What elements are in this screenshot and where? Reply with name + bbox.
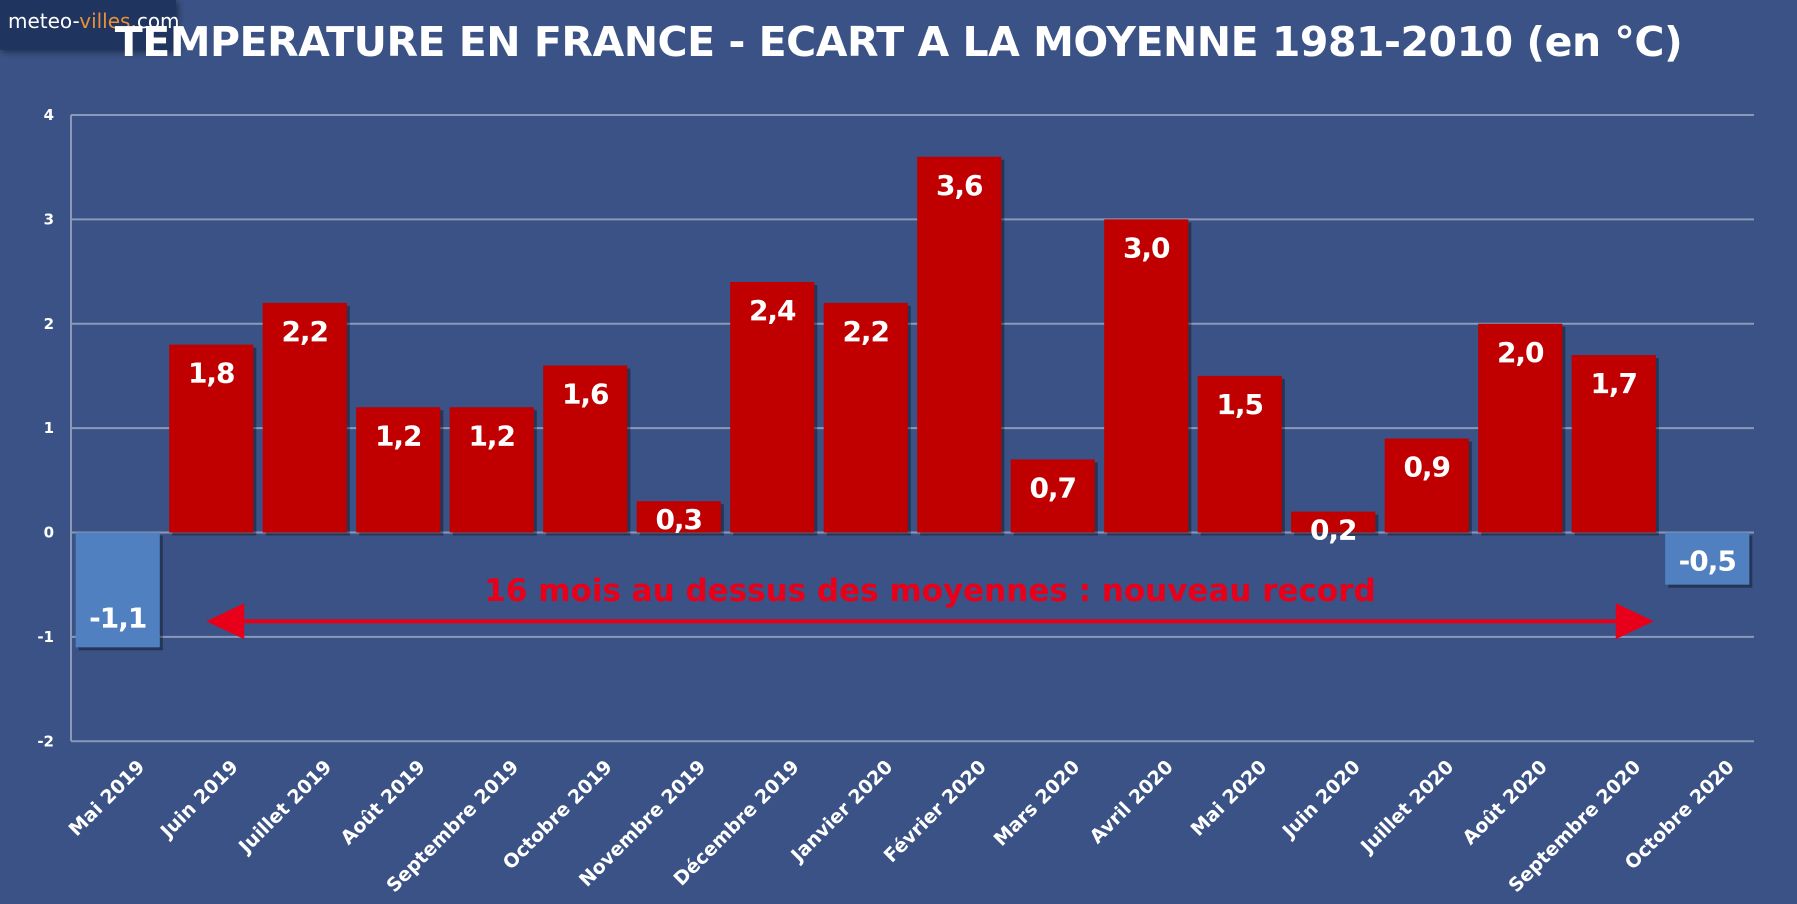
bars xyxy=(75,156,1753,651)
bar-value-label: -0,5 xyxy=(1679,545,1736,578)
bar xyxy=(75,532,160,648)
bar xyxy=(1197,375,1282,533)
x-tick-label: Juin 2020 xyxy=(1277,756,1365,844)
x-tick-label: Juillet 2020 xyxy=(1355,756,1458,859)
bar xyxy=(262,302,347,533)
x-tick-label: Août 2019 xyxy=(337,756,430,849)
logo-text-part2: villes xyxy=(79,9,131,33)
x-tick-label: Avril 2020 xyxy=(1086,756,1178,848)
bar xyxy=(1571,355,1656,533)
logo-text-part1: meteo- xyxy=(8,9,80,33)
x-tick-label: Juillet 2019 xyxy=(233,756,336,859)
y-tick-label: -2 xyxy=(37,732,54,750)
arrow-head-right xyxy=(1615,603,1654,640)
bar-value-label: 2,4 xyxy=(749,294,796,327)
bar xyxy=(1384,438,1469,533)
bar-value-label: 0,7 xyxy=(1029,471,1076,504)
y-tick-label: -1 xyxy=(37,628,54,646)
bar xyxy=(917,156,1002,533)
bar-value-label: 1,2 xyxy=(375,419,422,452)
bar-value-label: 3,6 xyxy=(936,169,983,202)
bar-value-label: 3,0 xyxy=(1123,231,1170,264)
annotation: 16 mois au dessus des moyennes : nouveau… xyxy=(206,573,1654,640)
chart-title: TEMPERATURE EN FRANCE - ECART A LA MOYEN… xyxy=(114,18,1683,66)
bar xyxy=(636,501,721,533)
annotation-text: 16 mois au dessus des moyennes : nouveau… xyxy=(484,573,1375,609)
bar-value-label: 0,2 xyxy=(1310,514,1357,547)
y-tick-label: 0 xyxy=(44,524,54,542)
y-axis-ticks: -2 -1 0 1 2 3 4 xyxy=(37,106,54,750)
arrow-head-left xyxy=(206,603,245,640)
bar-value-label: 0,9 xyxy=(1403,451,1450,484)
bar-value-label: 1,5 xyxy=(1216,388,1263,421)
bar-value-label: 0,3 xyxy=(655,503,702,536)
x-tick-label: Février 2020 xyxy=(880,756,991,867)
bar xyxy=(169,344,254,533)
logo-text-part3: .com xyxy=(130,9,180,33)
bar-value-label: 2,2 xyxy=(842,315,889,348)
bar xyxy=(449,407,534,533)
bar xyxy=(1665,532,1750,585)
x-tick-label: Mai 2020 xyxy=(1187,756,1272,841)
bar xyxy=(543,365,628,533)
x-tick-label: Mars 2020 xyxy=(990,756,1085,851)
y-tick-label: 4 xyxy=(44,106,54,124)
grid-lines xyxy=(70,114,1754,743)
x-tick-label: Août 2020 xyxy=(1459,756,1552,849)
bar xyxy=(1291,511,1376,533)
bar-value-label: 1,8 xyxy=(188,357,235,390)
site-logo[interactable]: meteo-villes.com xyxy=(0,0,180,50)
bar xyxy=(730,282,815,533)
bar xyxy=(1478,323,1563,533)
x-tick-label: Mai 2019 xyxy=(65,756,150,841)
bar xyxy=(356,407,441,533)
y-tick-label: 2 xyxy=(44,315,54,333)
bar xyxy=(1104,219,1189,533)
bar-value-label: -1,1 xyxy=(89,601,146,634)
value-labels: -1,1 1,8 2,2 1,2 1,2 1,6 0,3 2,4 2,2 3,6 0,7 3,0 1,5… xyxy=(89,169,1737,635)
bar xyxy=(1010,459,1095,533)
bar-value-label: 1,7 xyxy=(1590,367,1637,400)
x-tick-label: Juin 2019 xyxy=(155,756,243,844)
bar xyxy=(823,302,908,533)
bar-value-label: 2,2 xyxy=(281,315,328,348)
y-tick-label: 1 xyxy=(44,419,54,437)
bar-value-label: 2,0 xyxy=(1497,336,1544,369)
y-tick-label: 3 xyxy=(44,210,54,228)
bar-value-label: 1,6 xyxy=(562,378,609,411)
bar-value-label: 1,2 xyxy=(468,419,515,452)
